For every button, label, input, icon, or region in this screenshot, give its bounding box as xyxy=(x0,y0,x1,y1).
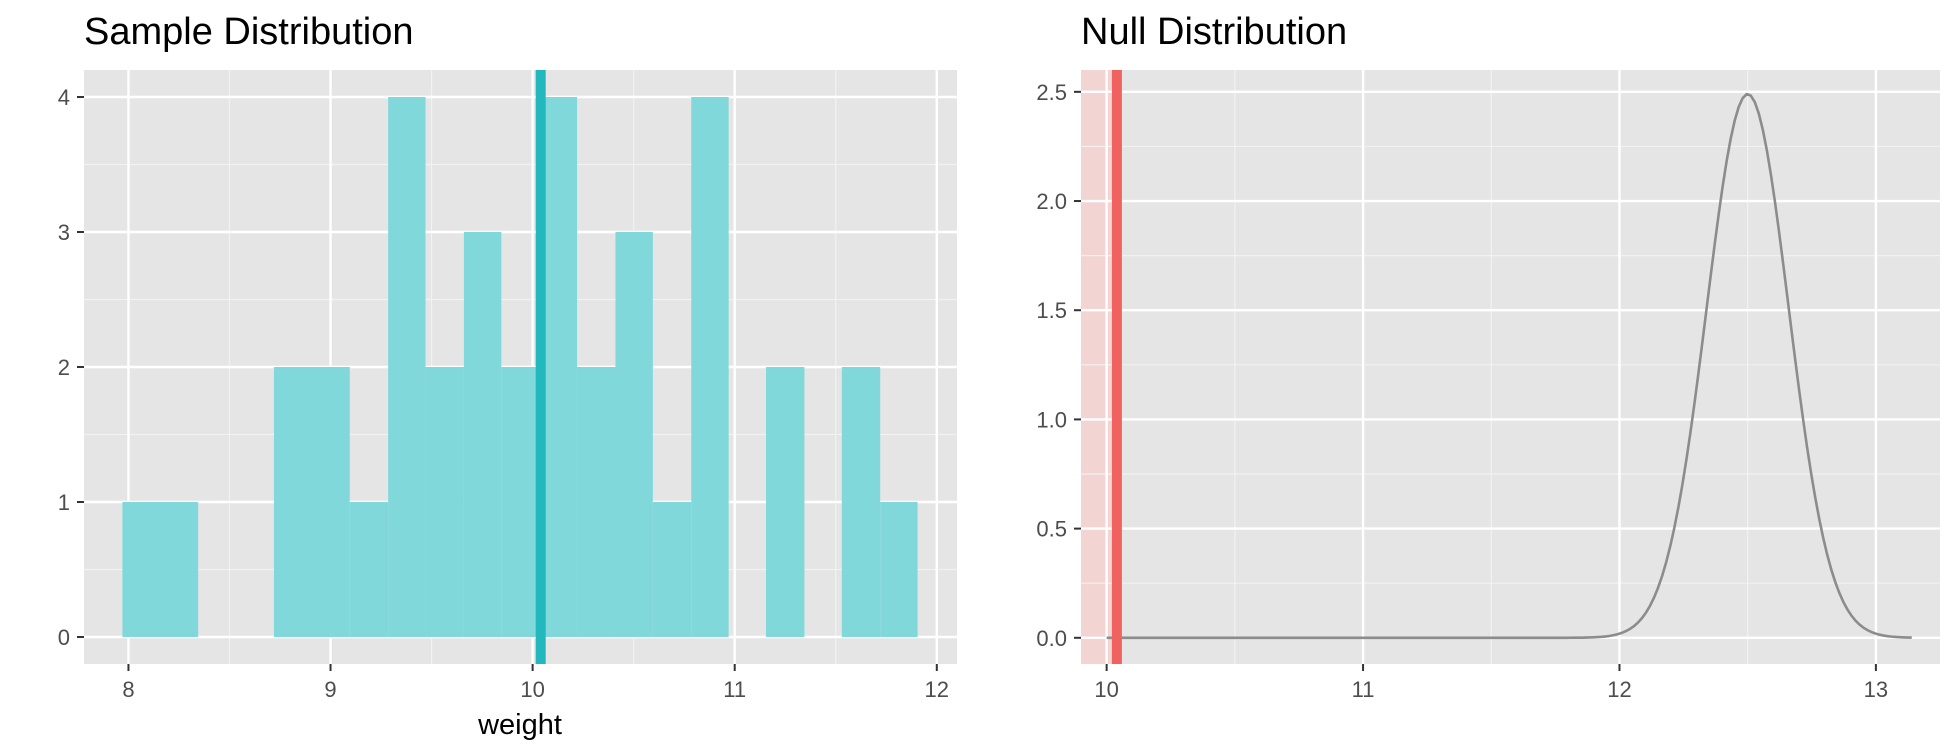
y-axis: 0 1 2 3 4 xyxy=(58,85,84,650)
plot-background xyxy=(1081,70,1940,664)
y-tick-label: 4 xyxy=(58,85,70,110)
y-tick-label: 3 xyxy=(58,220,70,245)
histogram-bar xyxy=(539,97,578,637)
histogram-bar xyxy=(880,502,918,637)
density-curve-group xyxy=(1106,92,1912,640)
x-axis: 8 9 10 11 12 xyxy=(122,664,949,702)
y-tick-label: 1.0 xyxy=(1036,407,1067,432)
x-tick-label: 11 xyxy=(723,677,746,702)
y-tick-label: 0.0 xyxy=(1036,626,1067,651)
null-distribution-panel: Null Distribution 0.00.51.01.52.02.5 10 1… xyxy=(1036,11,1940,702)
histogram-bar xyxy=(615,232,653,637)
chart-title: Sample Distribution xyxy=(84,11,413,53)
histogram-bars xyxy=(122,97,918,637)
histogram-bar xyxy=(425,367,464,637)
histogram-bar xyxy=(122,502,199,637)
histogram-bar xyxy=(463,232,502,637)
x-tick-label: 13 xyxy=(1864,677,1888,702)
chart-title: Null Distribution xyxy=(1081,11,1347,53)
y-tick-label: 0 xyxy=(58,625,70,650)
histogram-bar xyxy=(652,502,692,637)
x-axis: 10 11 12 13 xyxy=(1094,664,1888,702)
y-tick-label: 1 xyxy=(58,490,70,515)
x-tick-label: 12 xyxy=(925,677,949,702)
y-tick-label: 0.5 xyxy=(1036,517,1067,542)
y-tick-label: 2.5 xyxy=(1036,80,1067,105)
x-tick-label: 10 xyxy=(520,677,544,702)
density-curve xyxy=(1106,92,1912,640)
x-tick-label: 8 xyxy=(122,677,134,702)
x-tick-label: 10 xyxy=(1094,677,1118,702)
x-tick-label: 11 xyxy=(1352,677,1375,702)
shaded-p-value-region xyxy=(1081,70,1117,664)
y-tick-label: 2 xyxy=(58,355,70,380)
histogram-bar xyxy=(691,97,729,637)
shaded-region-group xyxy=(1081,70,1117,664)
x-tick-label: 12 xyxy=(1607,677,1631,702)
histogram-bar xyxy=(349,502,389,637)
histogram-bar xyxy=(766,367,805,637)
y-tick-label: 1.5 xyxy=(1036,298,1067,323)
histogram-bar xyxy=(273,367,350,637)
y-axis: 0.0 0.5 1.0 1.5 2.0 2.5 xyxy=(1036,80,1081,651)
y-tick-label: 2.0 xyxy=(1036,189,1067,214)
x-axis-title: weight xyxy=(477,709,562,741)
histogram-bar xyxy=(501,367,540,637)
histogram-bar xyxy=(841,367,881,637)
histogram-bar xyxy=(388,97,426,637)
grid-lines xyxy=(1081,70,1940,664)
histogram-bar xyxy=(577,367,616,637)
x-tick-label: 9 xyxy=(324,677,336,702)
